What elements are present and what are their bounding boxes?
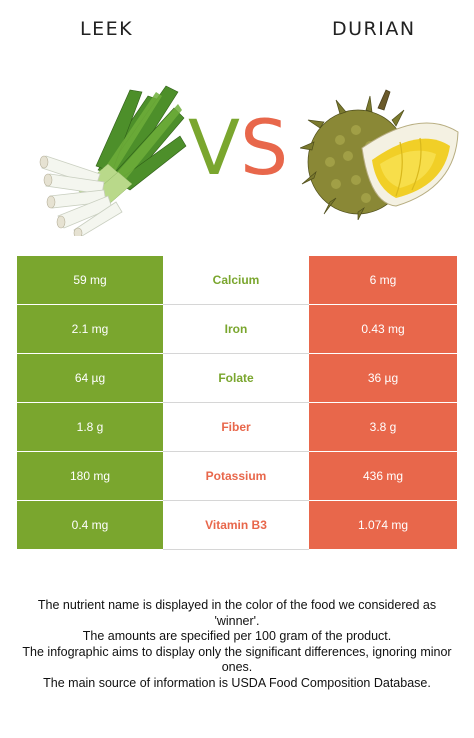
table-row: 180 mg Potassium 436 mg	[17, 452, 457, 501]
table-row: 64 µg Folate 36 µg	[17, 354, 457, 403]
row-divider	[163, 451, 309, 452]
vs-v-letter: V	[188, 103, 240, 192]
nutrient-table: 59 mg Calcium 6 mg 2.1 mg Iron 0.43 mg 64 µg Fo…	[17, 256, 457, 550]
durian-image	[300, 89, 459, 220]
footer-line: The main source of information is USDA F…	[43, 675, 431, 690]
table-row: 1.8 g Fiber 3.8 g	[17, 403, 457, 452]
row-divider	[163, 500, 309, 501]
durian-title: DURIAN	[332, 18, 416, 40]
leek-title: LEEK	[80, 18, 134, 40]
footer-line: The nutrient name is displayed in the co…	[37, 598, 437, 628]
leek-value: 59 mg	[17, 256, 163, 304]
nutrient-name: Potassium	[163, 452, 309, 500]
table-row: 2.1 mg Iron 0.43 mg	[17, 305, 457, 354]
footer-line: The amounts are specified per 100 gram o…	[82, 629, 392, 643]
nutrient-name: Folate	[163, 354, 309, 402]
footer-notes: The nutrient name is displayed in the co…	[14, 598, 460, 691]
leek-value: 1.8 g	[17, 403, 163, 451]
row-divider	[163, 353, 309, 354]
table-row: 59 mg Calcium 6 mg	[17, 256, 457, 305]
leek-value: 180 mg	[17, 452, 163, 500]
leek-value: 0.4 mg	[17, 501, 163, 549]
footer-line: The infographic aims to display only the…	[22, 644, 452, 675]
durian-value: 0.43 mg	[309, 305, 457, 353]
nutrient-name: Fiber	[163, 403, 309, 451]
nutrient-name: Vitamin B3	[163, 501, 309, 549]
table-row: 0.4 mg Vitamin B3 1.074 mg	[17, 501, 457, 550]
leek-value: 2.1 mg	[17, 305, 163, 353]
row-divider	[163, 549, 309, 550]
row-divider	[163, 402, 309, 403]
leek-value: 64 µg	[17, 354, 163, 402]
nutrient-name: Iron	[163, 305, 309, 353]
durian-value: 436 mg	[309, 452, 457, 500]
durian-stem-shape	[377, 89, 391, 111]
durian-value: 36 µg	[309, 354, 457, 402]
durian-value: 6 mg	[309, 256, 457, 304]
durian-value: 1.074 mg	[309, 501, 457, 549]
leek-image	[39, 85, 187, 236]
nutrient-name: Calcium	[163, 256, 309, 304]
durian-value: 3.8 g	[309, 403, 457, 451]
vs-s-letter: S	[240, 103, 289, 192]
row-divider	[163, 304, 309, 305]
